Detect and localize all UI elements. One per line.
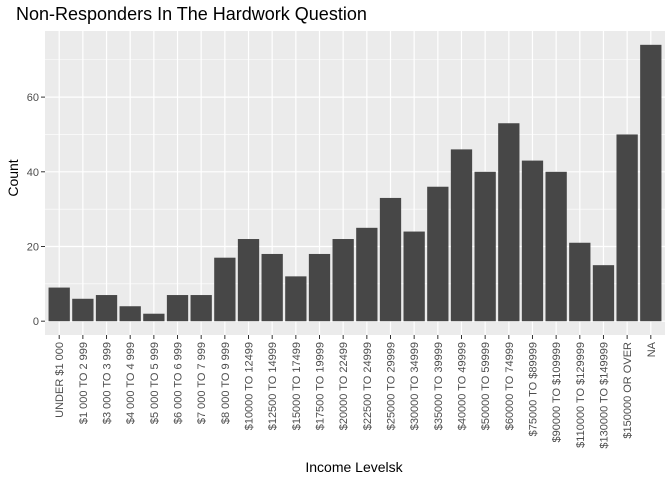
x-tick-label: $17500 TO 19999 (315, 342, 327, 430)
bar (616, 134, 638, 322)
y-tick-label: 40 (27, 167, 39, 179)
bar (119, 306, 141, 322)
bar (72, 298, 94, 322)
x-tick-label: $25000 TO 29999 (385, 342, 397, 430)
x-tick-label: $90000 TO $109999 (551, 342, 563, 443)
x-tick-label: $10000 TO 12499 (244, 342, 256, 430)
x-tick-label: $20000 TO 22499 (338, 342, 350, 430)
chart-title: Non-Responders In The Hardwork Question (16, 4, 367, 24)
bar (308, 253, 331, 322)
x-tick-label: $4 000 TO 4 999 (125, 342, 137, 424)
x-tick-label: NA (646, 341, 658, 357)
bar (545, 171, 567, 322)
x-tick-label: $150000 OR OVER (622, 342, 634, 439)
x-tick-label: $7 000 TO 7 999 (196, 342, 208, 424)
y-tick-label: 60 (27, 92, 39, 104)
bar (640, 44, 662, 322)
y-axis-title: Count (5, 159, 21, 196)
x-tick-label: $15000 TO 17499 (291, 342, 303, 430)
x-axis-title: Income Levelsk (305, 459, 403, 475)
bar (214, 257, 236, 322)
x-tick-label: $110000 TO $129999 (575, 342, 587, 448)
y-axis-ticks: 0 20 40 60 (27, 92, 45, 328)
bar (521, 160, 544, 322)
y-tick-label: 0 (33, 316, 39, 328)
x-tick-label: $130000 TO $149999 (598, 342, 610, 449)
bar (592, 265, 615, 322)
x-tick-label: UNDER $1 000 (54, 342, 66, 418)
x-tick-label: $6 000 TO 6 999 (173, 342, 185, 424)
x-axis-ticks: UNDER $1 000 $1 000 TO 2 999 $3 000 TO 3 9… (54, 335, 658, 449)
bar (474, 171, 496, 322)
bar (190, 295, 212, 322)
x-tick-label: $5 000 TO 5 999 (149, 342, 161, 424)
x-tick-label: $8 000 TO 9 999 (220, 342, 232, 424)
bar (332, 239, 354, 322)
bar (237, 239, 260, 322)
bar (356, 227, 378, 322)
y-tick-label: 20 (27, 241, 39, 253)
x-tick-label: $12500 TO 14999 (267, 342, 279, 430)
bar (450, 149, 473, 322)
bar (285, 276, 307, 322)
bar (166, 295, 189, 322)
x-tick-label: $30000 TO 34999 (409, 342, 421, 430)
bar (95, 295, 118, 322)
x-tick-label: $40000 TO 49999 (456, 342, 468, 430)
bar (427, 186, 449, 322)
bar (48, 287, 70, 322)
bar (261, 253, 283, 322)
bars (48, 44, 662, 322)
bar (379, 197, 402, 322)
x-tick-label: $75000 TO $89999 (527, 342, 539, 436)
x-tick-label: $1 000 TO 2 999 (78, 342, 90, 424)
bar (498, 123, 520, 322)
bar (569, 242, 591, 322)
bar (143, 313, 165, 322)
x-tick-label: $3 000 TO 3 999 (102, 342, 114, 424)
x-tick-label: $22500 TO 24999 (362, 342, 374, 430)
x-tick-label: $50000 TO 59999 (480, 342, 492, 430)
x-tick-label: $60000 TO 74999 (504, 342, 516, 430)
x-tick-label: $35000 TO 39999 (433, 342, 445, 430)
bar (403, 231, 425, 322)
